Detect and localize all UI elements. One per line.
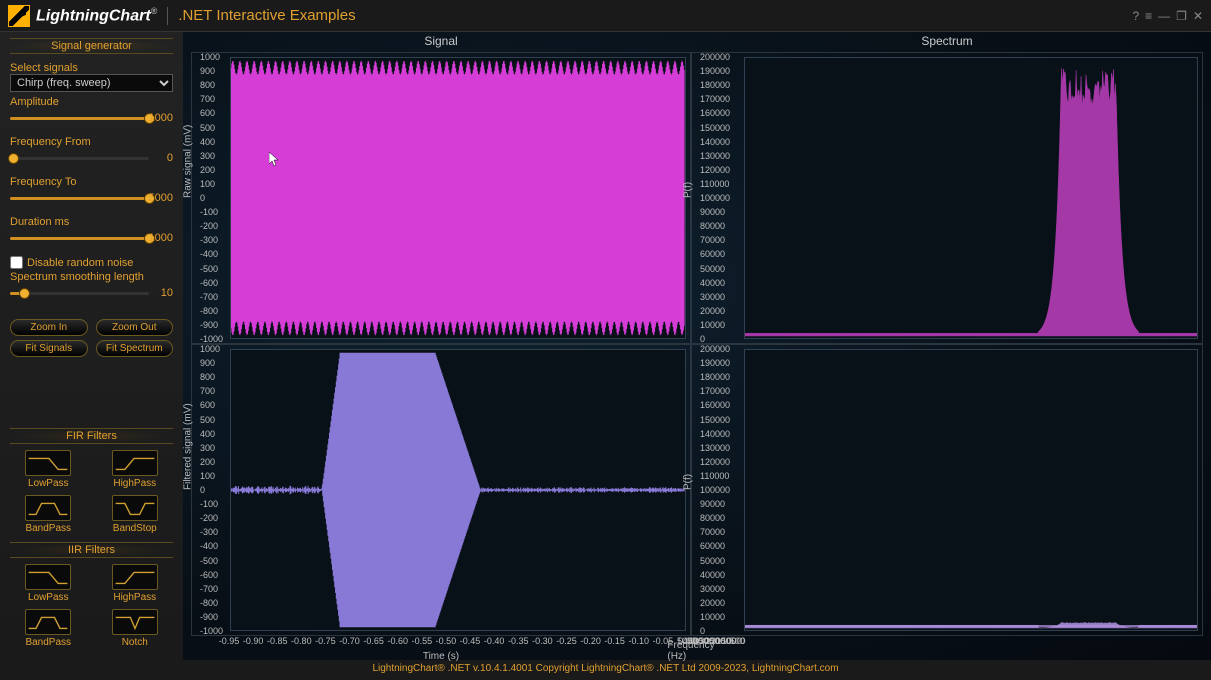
bandpass-icon — [25, 495, 71, 521]
smooth-label: Spectrum smoothing length — [10, 271, 173, 283]
iir-filters-title: IIR Filters — [10, 542, 173, 558]
iir-bandpass-button[interactable]: BandPass — [14, 609, 83, 648]
help-button[interactable]: ? — [1132, 9, 1139, 23]
iir-notch-button[interactable]: Notch — [101, 609, 170, 648]
freq-from-value: 0 — [167, 152, 173, 164]
filtered-spectrum-panel[interactable]: P(f) 20000019000018000017000016000015000… — [691, 344, 1203, 636]
fit-signals-button[interactable]: Fit Signals — [10, 340, 88, 357]
freq-from-label: Frequency From — [10, 136, 173, 148]
lowpass-icon — [25, 450, 71, 476]
app-subtitle: .NET Interactive Examples — [178, 7, 355, 24]
smooth-value: 10 — [161, 287, 173, 299]
filtered-spectrum-ylabel: P(f) — [683, 474, 694, 490]
signal-generator-title: Signal generator — [10, 38, 173, 54]
highpass-icon — [112, 564, 158, 590]
select-signals-label: Select signals — [10, 62, 173, 74]
charts-area: Signal Spectrum Raw signal (mV) 10009008… — [183, 32, 1211, 660]
footer: LightningChart® .NET v.10.4.1.4001 Copyr… — [0, 660, 1211, 680]
duration-value: 1000 — [149, 232, 173, 244]
highpass-icon — [112, 450, 158, 476]
fir-filters-title: FIR Filters — [10, 428, 173, 444]
bandpass-icon — [25, 609, 71, 635]
lowpass-icon — [25, 564, 71, 590]
window-controls: ? ≡ — ❐ ✕ — [1132, 9, 1203, 23]
disable-noise-label: Disable random noise — [27, 257, 133, 269]
bandstop-icon — [112, 495, 158, 521]
filtered-signal-panel[interactable]: Filtered signal (mV) 1000900800700600500… — [191, 344, 691, 636]
notch-icon — [112, 609, 158, 635]
filtered-signal-ylabel: Filtered signal (mV) — [183, 403, 194, 490]
time-xlabel: Time (s) — [423, 651, 459, 662]
freq-to-slider[interactable]: 5000 — [10, 190, 173, 208]
freq-to-value: 5000 — [149, 192, 173, 204]
main: Signal generator Select signals Chirp (f… — [0, 32, 1211, 660]
zoom-out-button[interactable]: Zoom Out — [96, 319, 174, 336]
freq-from-slider[interactable]: 0 — [10, 150, 173, 168]
maximize-button[interactable]: ❐ — [1176, 9, 1187, 23]
menu-button[interactable]: ≡ — [1145, 9, 1152, 23]
iir-highpass-button[interactable]: HighPass — [101, 564, 170, 603]
sidebar: Signal generator Select signals Chirp (f… — [0, 32, 183, 660]
fir-highpass-button[interactable]: HighPass — [101, 450, 170, 489]
amplitude-value: 1000 — [149, 112, 173, 124]
freq-to-label: Frequency To — [10, 176, 173, 188]
time-xaxis: Time (s) -0.95-0.90-0.85-0.80-0.75-0.70-… — [191, 636, 691, 660]
select-signals-combo[interactable]: Chirp (freq. sweep) — [10, 74, 173, 92]
title-divider — [167, 7, 168, 25]
titlebar: LightningChart® .NET Interactive Example… — [0, 0, 1211, 32]
raw-spectrum-ylabel: P(f) — [683, 182, 694, 198]
disable-noise-checkbox[interactable] — [10, 256, 23, 269]
duration-slider[interactable]: 1000 — [10, 230, 173, 248]
amplitude-slider[interactable]: 1000 — [10, 110, 173, 128]
raw-signal-panel[interactable]: Raw signal (mV) 100090080070060050040030… — [191, 52, 691, 344]
brand-name: LightningChart® — [36, 6, 157, 25]
fir-bandpass-button[interactable]: BandPass — [14, 495, 83, 534]
amplitude-label: Amplitude — [10, 96, 173, 108]
fit-spectrum-button[interactable]: Fit Spectrum — [96, 340, 174, 357]
app-logo-icon — [8, 5, 30, 27]
smooth-slider[interactable]: 10 — [10, 285, 173, 303]
fir-lowpass-button[interactable]: LowPass — [14, 450, 83, 489]
iir-lowpass-button[interactable]: LowPass — [14, 564, 83, 603]
fir-bandstop-button[interactable]: BandStop — [101, 495, 170, 534]
close-button[interactable]: ✕ — [1193, 9, 1203, 23]
minimize-button[interactable]: — — [1158, 9, 1170, 23]
duration-label: Duration ms — [10, 216, 173, 228]
spectrum-chart-title: Spectrum — [691, 32, 1203, 52]
zoom-in-button[interactable]: Zoom In — [10, 319, 88, 336]
signal-chart-title: Signal — [191, 32, 691, 52]
raw-signal-ylabel: Raw signal (mV) — [183, 125, 194, 198]
raw-spectrum-panel[interactable]: P(f) 20000019000018000017000016000015000… — [691, 52, 1203, 344]
